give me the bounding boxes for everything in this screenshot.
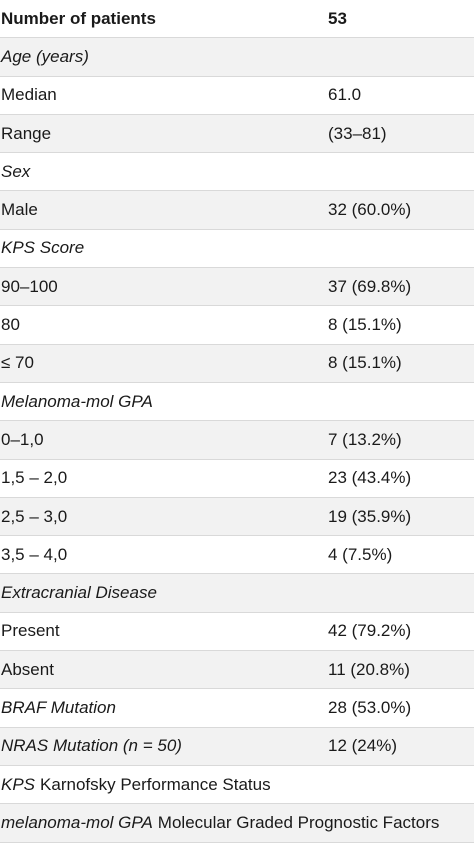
table-row: Melanoma-mol GPA bbox=[0, 383, 474, 422]
row-label: Extracranial Disease bbox=[1, 583, 157, 603]
footnote: melanoma-mol GPA Molecular Graded Prognos… bbox=[0, 804, 474, 843]
table-row: 80 8 (15.1%) bbox=[0, 306, 474, 345]
row-label: 1,5 – 2,0 bbox=[1, 468, 68, 488]
table-row: KPS Score bbox=[0, 230, 474, 269]
row-label: NRAS Mutation (n = 50) bbox=[1, 736, 182, 756]
footnote-text: Molecular Graded Prognostic Factors bbox=[157, 812, 440, 832]
row-value: 19 (35.9%) bbox=[328, 506, 412, 526]
table-row: Male 32 (60.0%) bbox=[0, 191, 474, 230]
row-value: 7 (13.2%) bbox=[328, 429, 402, 449]
footnote-abbreviation: KPS bbox=[1, 774, 36, 794]
row-label: KPS Score bbox=[1, 238, 85, 258]
row-label: Median bbox=[1, 85, 57, 105]
row-value: 4 (7.5%) bbox=[328, 544, 393, 564]
footnote-text: Karnofsky Performance Status bbox=[40, 774, 271, 794]
header-label: Number of patients bbox=[1, 8, 156, 28]
table-row: Absent 11 (20.8%) bbox=[0, 651, 474, 690]
table-row: Range (33–81) bbox=[0, 114, 474, 154]
table-row: Present 42 (79.2%) bbox=[0, 613, 474, 652]
row-label: ≤ 70 bbox=[1, 353, 34, 373]
row-label: Absent bbox=[1, 659, 54, 679]
row-value: (33–81) bbox=[328, 123, 387, 143]
row-label: Melanoma-mol GPA bbox=[1, 391, 153, 411]
row-value: 12 (24%) bbox=[328, 736, 397, 756]
row-label: 90–100 bbox=[1, 276, 58, 296]
row-label: Age (years) bbox=[1, 46, 89, 66]
table-row: Extracranial Disease bbox=[0, 574, 474, 613]
table-row: Median 61.0 bbox=[0, 77, 474, 115]
footnote: KPS Karnofsky Performance Status bbox=[0, 766, 474, 805]
row-value: 32 (60.0%) bbox=[328, 200, 412, 220]
table-body: Age (years) Median 61.0 Range (33–81) Sex Male… bbox=[0, 38, 474, 766]
row-value: 8 (15.1%) bbox=[328, 353, 402, 373]
row-label: Sex bbox=[1, 161, 31, 181]
table-footnotes: KPS Karnofsky Performance Status melanoma-… bbox=[0, 766, 474, 843]
table-row: 0–1,0 7 (13.2%) bbox=[0, 421, 474, 460]
row-value: 23 (43.4%) bbox=[328, 468, 412, 488]
row-value: 28 (53.0%) bbox=[328, 697, 412, 717]
row-label: Range bbox=[1, 123, 52, 143]
row-label: 3,5 – 4,0 bbox=[1, 544, 68, 564]
table-row: NRAS Mutation (n = 50) 12 (24%) bbox=[0, 727, 474, 766]
table-row: 1,5 – 2,0 23 (43.4%) bbox=[0, 460, 474, 498]
row-value: 11 (20.8%) bbox=[328, 659, 410, 679]
table-row: ≤ 70 8 (15.1%) bbox=[0, 344, 474, 383]
row-value: 42 (79.2%) bbox=[328, 621, 412, 641]
header-value: 53 bbox=[328, 8, 347, 28]
row-value: 61.0 bbox=[328, 85, 362, 105]
row-label: 80 bbox=[1, 315, 20, 335]
row-value: 8 (15.1%) bbox=[328, 315, 402, 335]
row-label: 0–1,0 bbox=[1, 429, 44, 449]
table-header-row: Number of patients 53 bbox=[0, 0, 474, 39]
row-label: 2,5 – 3,0 bbox=[1, 506, 68, 526]
footnote-abbreviation: melanoma-mol GPA bbox=[1, 812, 153, 832]
table-row: BRAF Mutation 28 (53.0%) bbox=[0, 689, 474, 728]
table-row: 90–100 37 (69.8%) bbox=[0, 268, 474, 307]
row-value: 37 (69.8%) bbox=[328, 276, 412, 296]
row-label: BRAF Mutation bbox=[1, 697, 116, 717]
table-row: 3,5 – 4,0 4 (7.5%) bbox=[0, 536, 474, 575]
table-row: Age (years) bbox=[0, 38, 474, 77]
table-row: Sex bbox=[0, 153, 474, 192]
row-label: Male bbox=[1, 200, 38, 220]
table-row: 2,5 – 3,0 19 (35.9%) bbox=[0, 497, 474, 537]
row-label: Present bbox=[1, 621, 60, 641]
